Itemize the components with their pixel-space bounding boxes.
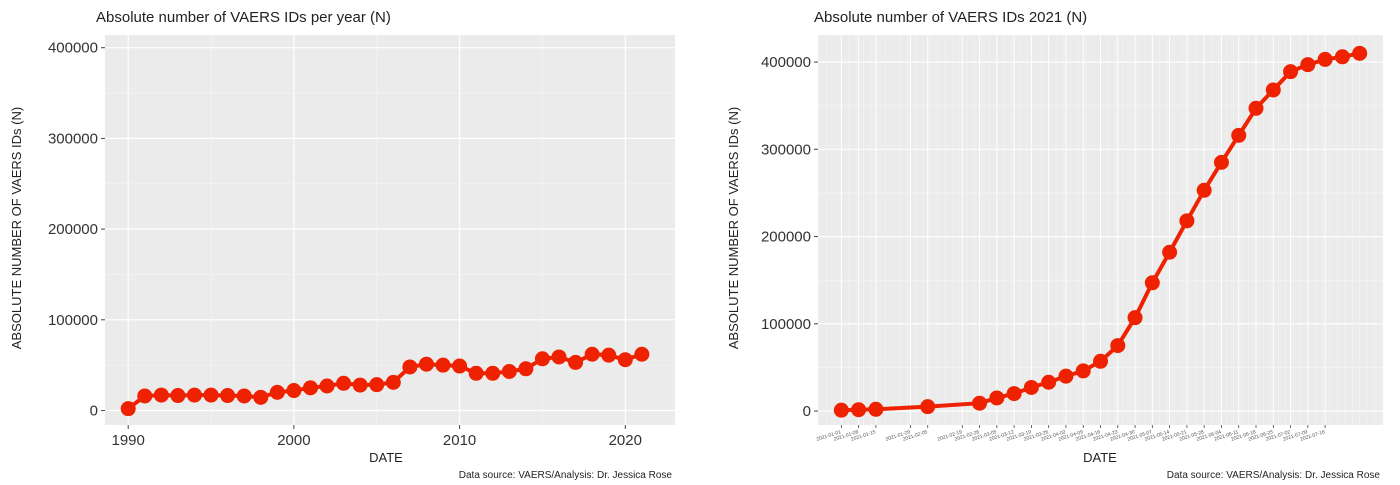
data-point — [920, 399, 936, 415]
data-point — [1093, 353, 1108, 369]
data-point — [1179, 213, 1195, 229]
y-tick-label: 0 — [803, 403, 811, 420]
data-point — [1265, 82, 1281, 98]
data-point — [989, 390, 1005, 406]
data-point — [485, 365, 501, 381]
y-tick-label: 200000 — [48, 221, 98, 238]
data-point — [120, 401, 136, 417]
data-point — [868, 401, 884, 417]
data-point — [551, 349, 567, 365]
data-point — [369, 377, 385, 393]
data-point — [220, 388, 236, 404]
data-point — [617, 352, 633, 368]
data-point — [534, 351, 550, 367]
data-point — [518, 361, 534, 377]
x-tick-label: 2020 — [609, 432, 642, 449]
y-tick-label: 300000 — [48, 130, 98, 147]
data-point — [1231, 127, 1247, 143]
data-point — [634, 346, 650, 362]
data-point — [1127, 310, 1143, 326]
data-point — [1283, 64, 1299, 80]
chart-left-source: Data source: VAERS/Analysis: Dr. Jessica… — [459, 470, 673, 481]
chart-left: Absolute number of VAERS IDs per year (N… — [9, 9, 675, 481]
data-point — [1110, 338, 1126, 354]
data-point — [336, 375, 352, 391]
data-point — [269, 384, 285, 400]
x-tick-label: 2000 — [277, 432, 310, 449]
data-point — [851, 402, 867, 418]
data-point — [253, 389, 269, 405]
chart-left-y-ticks: 0 100000 200000 300000 400000 — [48, 40, 105, 419]
chart-right-grid — [818, 35, 1383, 425]
data-point — [418, 356, 434, 372]
data-point — [1162, 244, 1178, 260]
data-point — [833, 402, 849, 418]
chart-right-y-ticks: 0 100000 200000 300000 400000 — [761, 54, 818, 420]
data-point — [352, 377, 368, 393]
x-tick-label: 1990 — [112, 432, 145, 449]
x-tick-label: 2010 — [443, 432, 476, 449]
y-tick-label: 100000 — [761, 316, 811, 333]
chart-left-x-label: DATE — [369, 450, 403, 465]
data-point — [1023, 379, 1039, 395]
data-point — [1300, 57, 1316, 73]
data-point — [1196, 182, 1212, 198]
data-point — [584, 346, 600, 362]
data-point — [170, 388, 186, 404]
chart-left-title: Absolute number of VAERS IDs per year (N… — [96, 9, 391, 26]
data-point — [402, 359, 418, 375]
chart-left-y-label: ABSOLUTE NUMBER OF VAERS IDs (N) — [9, 107, 24, 349]
data-point — [153, 387, 169, 403]
y-tick-label: 0 — [90, 402, 98, 419]
data-point — [1248, 100, 1264, 116]
data-point — [1041, 374, 1057, 390]
data-point — [286, 383, 302, 399]
y-tick-label: 200000 — [761, 229, 811, 246]
data-point — [1006, 386, 1022, 402]
chart-left-grid — [105, 35, 675, 425]
data-point — [1334, 49, 1350, 65]
chart-right-title: Absolute number of VAERS IDs 2021 (N) — [814, 9, 1087, 26]
chart-right-source: Data source: VAERS/Analysis: Dr. Jessica… — [1167, 470, 1381, 481]
data-point — [1213, 154, 1229, 170]
data-point — [452, 358, 468, 374]
data-point — [972, 395, 988, 411]
chart-left-x-ticks: 1990 2000 2010 2020 — [112, 425, 642, 449]
y-tick-label: 400000 — [48, 40, 98, 57]
data-point — [1144, 275, 1160, 291]
chart-right-x-label: DATE — [1083, 450, 1117, 465]
data-point — [203, 387, 219, 403]
y-tick-label: 100000 — [48, 312, 98, 329]
data-point — [302, 380, 318, 396]
data-point — [236, 388, 252, 404]
data-point — [385, 374, 401, 390]
data-point — [568, 354, 584, 370]
chart-left-series — [120, 346, 650, 417]
data-point — [1352, 45, 1368, 61]
chart-right: Absolute number of VAERS IDs 2021 (N) 0 1… — [726, 9, 1383, 481]
data-point — [501, 363, 517, 379]
data-point — [601, 347, 617, 363]
y-tick-label: 400000 — [761, 54, 811, 71]
chart-right-series — [833, 45, 1368, 418]
data-point — [319, 378, 335, 394]
data-point — [1075, 363, 1091, 379]
data-point — [1058, 368, 1074, 384]
chart-right-y-label: ABSOLUTE NUMBER OF VAERS IDs (N) — [726, 107, 741, 349]
y-tick-label: 300000 — [761, 141, 811, 158]
data-point — [468, 365, 484, 381]
data-point — [435, 357, 451, 373]
chart-left-plot-area — [105, 35, 675, 425]
data-point — [137, 388, 153, 404]
data-point — [186, 387, 202, 403]
data-point — [1317, 51, 1333, 67]
